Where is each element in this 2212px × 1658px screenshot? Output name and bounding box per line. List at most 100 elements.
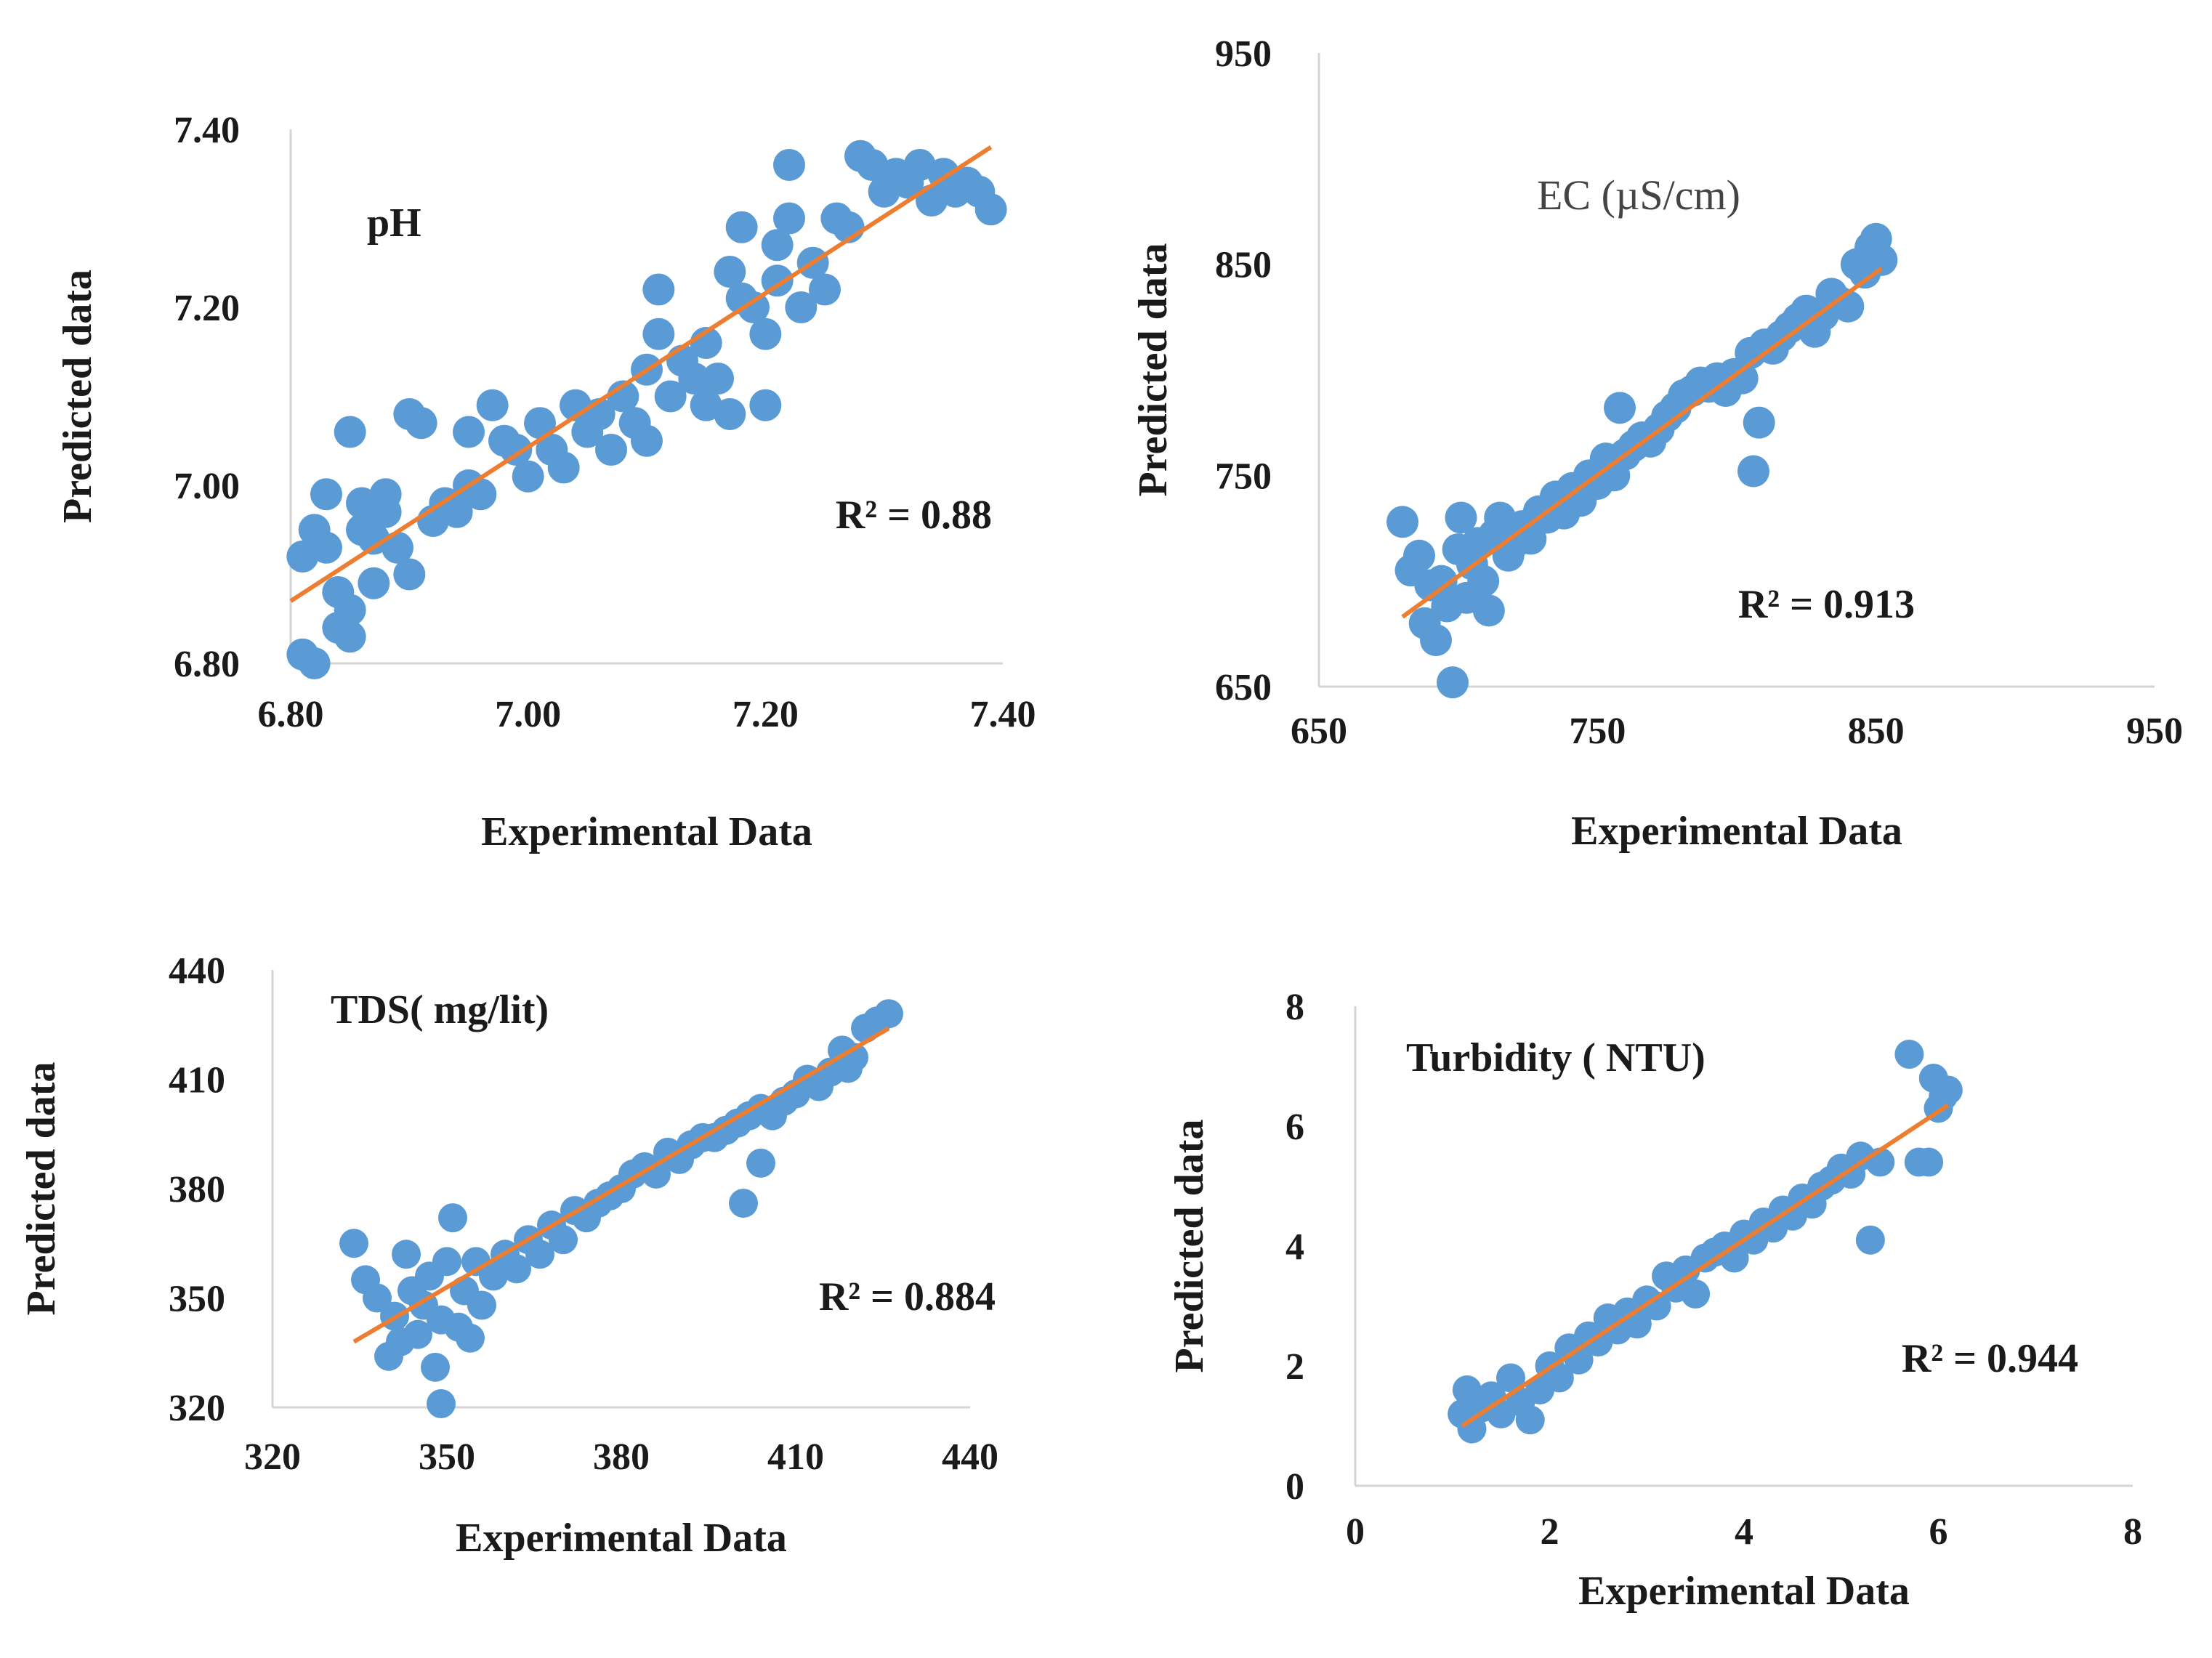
data-point <box>749 318 782 350</box>
x-tick-label: 320 <box>244 1436 301 1478</box>
y-tick-label: 0 <box>1285 1466 1304 1508</box>
data-point <box>427 1388 456 1418</box>
data-point <box>1914 1147 1944 1177</box>
data-point <box>382 531 413 564</box>
data-point <box>334 416 366 448</box>
data-point <box>725 211 758 243</box>
data-point <box>729 1189 758 1218</box>
data-point <box>479 1261 508 1291</box>
scatter-panel-3: 320 350 380 410 440 320 350 380 410 440 Experiment… <box>19 950 998 1561</box>
y-tick-label: 7.20 <box>174 288 240 329</box>
x-tick-label: 7.40 <box>970 694 1036 735</box>
y-tick-label: 320 <box>169 1388 225 1429</box>
data-point <box>642 318 675 350</box>
data-point <box>738 291 770 323</box>
x-tick-label: 350 <box>419 1436 475 1478</box>
data-point <box>1865 243 1898 276</box>
data-point <box>1515 1405 1545 1435</box>
data-point <box>714 398 746 430</box>
data-point <box>476 389 509 421</box>
data-point <box>438 1203 467 1233</box>
data-point <box>453 416 485 448</box>
data-point <box>393 558 426 591</box>
data-point <box>334 620 366 653</box>
data-point <box>631 424 663 457</box>
data-point <box>363 1283 392 1313</box>
r-squared-label: R² = 0.913 <box>1738 582 1915 627</box>
x-tick-label: 850 <box>1848 711 1905 752</box>
data-point <box>654 380 687 413</box>
y-axis-label: Predicted data <box>55 270 100 523</box>
x-tick-label: 750 <box>1569 711 1626 752</box>
r-squared-label: R² = 0.88 <box>836 493 992 538</box>
data-point <box>714 256 746 288</box>
data-point <box>974 193 1007 226</box>
y-tick-label: 6 <box>1285 1107 1304 1148</box>
y-tick-label: 2 <box>1285 1346 1304 1388</box>
x-axis-label: Experimental Data <box>1571 809 1902 854</box>
data-point <box>456 1323 485 1353</box>
x-tick-label: 6.80 <box>258 694 324 735</box>
panel-title: TDS( mg/lit) <box>331 987 549 1032</box>
y-axis-label: Predicted data <box>1167 1120 1212 1373</box>
y-tick-label: 350 <box>169 1279 225 1320</box>
data-point <box>502 1254 531 1284</box>
data-point <box>1894 1040 1924 1069</box>
scatter-panel-1: 6.80 7.00 7.20 7.40 6.80 7.00 7.20 7.40 Experime… <box>55 110 1036 854</box>
data-point <box>785 291 818 323</box>
y-tick-label: 8 <box>1285 987 1304 1028</box>
data-point <box>1425 565 1458 597</box>
x-tick-label: 7.20 <box>732 694 799 735</box>
x-tick-label: 410 <box>767 1436 824 1478</box>
r-squared-label: R² = 0.884 <box>819 1274 996 1319</box>
data-point <box>524 407 556 440</box>
data-point <box>595 434 627 466</box>
data-point <box>549 1225 578 1255</box>
data-point <box>467 1290 496 1320</box>
trendline <box>1401 267 1884 619</box>
data-point <box>1437 666 1469 699</box>
data-point <box>1472 594 1505 627</box>
trendline <box>1461 1103 1950 1428</box>
data-point <box>298 647 331 679</box>
data-point <box>440 496 473 528</box>
panel-title: EC (µS/cm) <box>1537 171 1740 219</box>
data-point <box>839 1043 868 1072</box>
trendline <box>289 145 993 603</box>
data-point <box>525 1240 554 1269</box>
data-point <box>1642 1291 1671 1321</box>
data-point <box>746 1148 775 1178</box>
x-tick-label: 6 <box>1929 1511 1948 1553</box>
data-point <box>339 1229 368 1258</box>
y-tick-label: 650 <box>1215 667 1272 708</box>
x-tick-label: 380 <box>593 1436 650 1478</box>
y-tick-label: 750 <box>1215 456 1272 497</box>
y-tick-label: 4 <box>1285 1226 1304 1268</box>
y-tick-label: 440 <box>169 950 225 992</box>
y-tick-label: 6.80 <box>174 644 240 685</box>
data-point <box>1737 455 1769 488</box>
data-point <box>432 1247 461 1277</box>
data-point <box>310 531 342 564</box>
x-tick-label: 650 <box>1291 711 1347 752</box>
data-point <box>358 567 390 599</box>
data-point <box>642 273 675 306</box>
data-point <box>678 363 711 395</box>
data-point <box>749 389 782 421</box>
panel-title: pH <box>367 201 421 246</box>
data-point <box>392 1240 421 1269</box>
data-point <box>1386 506 1418 538</box>
y-tick-label: 7.00 <box>174 466 240 507</box>
y-tick-label: 850 <box>1215 245 1272 286</box>
data-point <box>1420 624 1452 657</box>
data-point <box>421 1352 450 1382</box>
data-point <box>809 273 841 306</box>
data-point <box>334 594 366 626</box>
panel-title: Turbidity ( NTU) <box>1406 1035 1706 1080</box>
data-point <box>1604 392 1636 424</box>
data-point <box>369 478 402 511</box>
x-tick-label: 8 <box>2123 1511 2142 1553</box>
data-point <box>405 407 437 440</box>
data-point <box>464 478 497 511</box>
